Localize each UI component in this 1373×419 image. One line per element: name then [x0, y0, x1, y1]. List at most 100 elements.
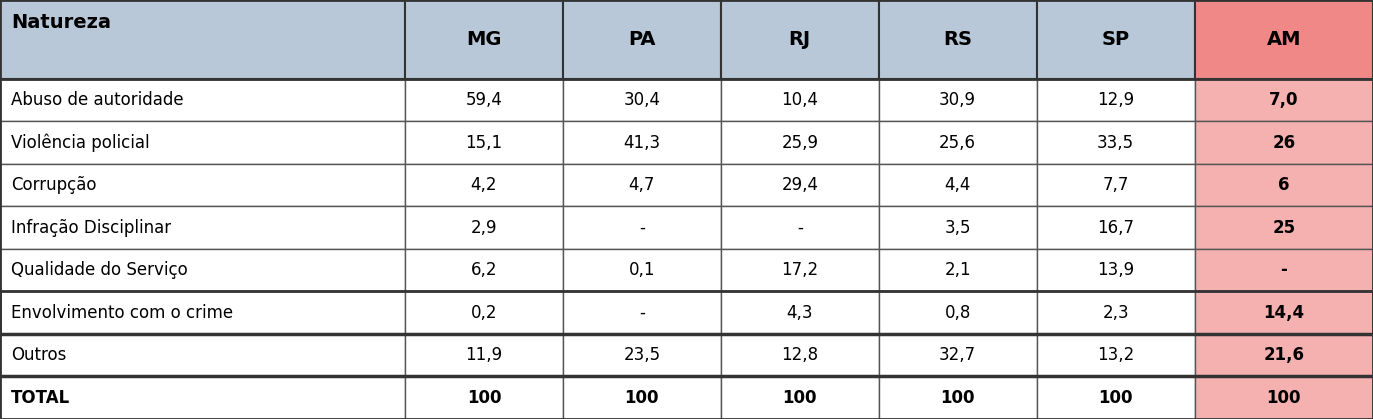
Bar [0, 0, 405, 79]
Bar [405, 249, 563, 292]
Bar [879, 249, 1037, 292]
Bar [0, 377, 405, 419]
Text: RS: RS [943, 30, 972, 49]
Bar [405, 164, 563, 207]
Text: 100: 100 [467, 389, 501, 407]
Text: 4,7: 4,7 [629, 176, 655, 194]
Text: Envolvimento com o crime: Envolvimento com o crime [11, 304, 233, 322]
Text: 16,7: 16,7 [1097, 219, 1134, 237]
Text: 4,2: 4,2 [471, 176, 497, 194]
Bar [879, 292, 1037, 334]
Text: TOTAL: TOTAL [11, 389, 70, 407]
Text: 0,8: 0,8 [945, 304, 971, 322]
Bar [563, 334, 721, 377]
Bar [721, 0, 879, 79]
Text: Qualidade do Serviço: Qualidade do Serviço [11, 261, 188, 279]
Bar [405, 377, 563, 419]
Bar [563, 377, 721, 419]
Text: 12,8: 12,8 [781, 346, 818, 364]
Bar [879, 207, 1037, 249]
Bar [1195, 79, 1373, 122]
Bar [721, 79, 879, 122]
Text: 6,2: 6,2 [471, 261, 497, 279]
Bar [0, 292, 1373, 334]
Text: 2,1: 2,1 [945, 261, 971, 279]
Text: 32,7: 32,7 [939, 346, 976, 364]
Text: Outros: Outros [11, 346, 66, 364]
Bar [1195, 334, 1373, 377]
Bar [1037, 122, 1195, 164]
Text: 100: 100 [625, 389, 659, 407]
Bar [563, 79, 721, 122]
Text: 23,5: 23,5 [623, 346, 660, 364]
Bar [879, 377, 1037, 419]
Text: RJ: RJ [788, 30, 811, 49]
Bar [1037, 377, 1195, 419]
Text: SP: SP [1101, 30, 1130, 49]
Text: 25: 25 [1273, 219, 1295, 237]
Bar [563, 164, 721, 207]
Bar [879, 0, 1037, 79]
Bar [721, 207, 879, 249]
Text: 2,9: 2,9 [471, 219, 497, 237]
Text: 13,2: 13,2 [1097, 346, 1134, 364]
Bar [1037, 249, 1195, 292]
Text: 25,9: 25,9 [781, 134, 818, 152]
Bar [721, 122, 879, 164]
Bar [0, 334, 405, 377]
Text: Natureza: Natureza [11, 13, 111, 31]
Text: 59,4: 59,4 [465, 91, 503, 109]
Bar [405, 0, 563, 79]
Text: 30,4: 30,4 [623, 91, 660, 109]
Bar [1037, 334, 1195, 377]
Text: 12,9: 12,9 [1097, 91, 1134, 109]
Text: 21,6: 21,6 [1263, 346, 1304, 364]
Text: 7,7: 7,7 [1103, 176, 1129, 194]
Bar [0, 122, 405, 164]
Bar [405, 334, 563, 377]
Text: 0,2: 0,2 [471, 304, 497, 322]
Bar [721, 377, 879, 419]
Bar [0, 164, 405, 207]
Bar [1195, 0, 1373, 79]
Text: 4,4: 4,4 [945, 176, 971, 194]
Text: -: - [638, 304, 645, 322]
Text: 41,3: 41,3 [623, 134, 660, 152]
Bar [1037, 292, 1195, 334]
Text: MG: MG [467, 30, 501, 49]
Text: 10,4: 10,4 [781, 91, 818, 109]
Text: 14,4: 14,4 [1263, 304, 1304, 322]
Text: 11,9: 11,9 [465, 346, 503, 364]
Bar [1195, 207, 1373, 249]
Text: Abuso de autoridade: Abuso de autoridade [11, 91, 184, 109]
Bar [1037, 79, 1195, 122]
Text: 100: 100 [941, 389, 975, 407]
Bar [563, 0, 721, 79]
Bar [1037, 0, 1195, 79]
Bar [1037, 164, 1195, 207]
Text: 30,9: 30,9 [939, 91, 976, 109]
Bar [1037, 207, 1195, 249]
Bar [1195, 377, 1373, 419]
Bar [405, 79, 563, 122]
Bar [721, 249, 879, 292]
Bar [879, 334, 1037, 377]
Bar [0, 292, 405, 334]
Text: 26: 26 [1273, 134, 1295, 152]
Text: 29,4: 29,4 [781, 176, 818, 194]
Bar [405, 292, 563, 334]
Bar [405, 207, 563, 249]
Bar [0, 207, 405, 249]
Bar [563, 249, 721, 292]
Text: 4,3: 4,3 [787, 304, 813, 322]
Text: 2,3: 2,3 [1103, 304, 1129, 322]
Bar [563, 292, 721, 334]
Bar [879, 122, 1037, 164]
Text: -: - [638, 219, 645, 237]
Text: 100: 100 [783, 389, 817, 407]
Bar [879, 79, 1037, 122]
Text: -: - [1280, 261, 1288, 279]
Text: 7,0: 7,0 [1269, 91, 1299, 109]
Text: 100: 100 [1098, 389, 1133, 407]
Text: 25,6: 25,6 [939, 134, 976, 152]
